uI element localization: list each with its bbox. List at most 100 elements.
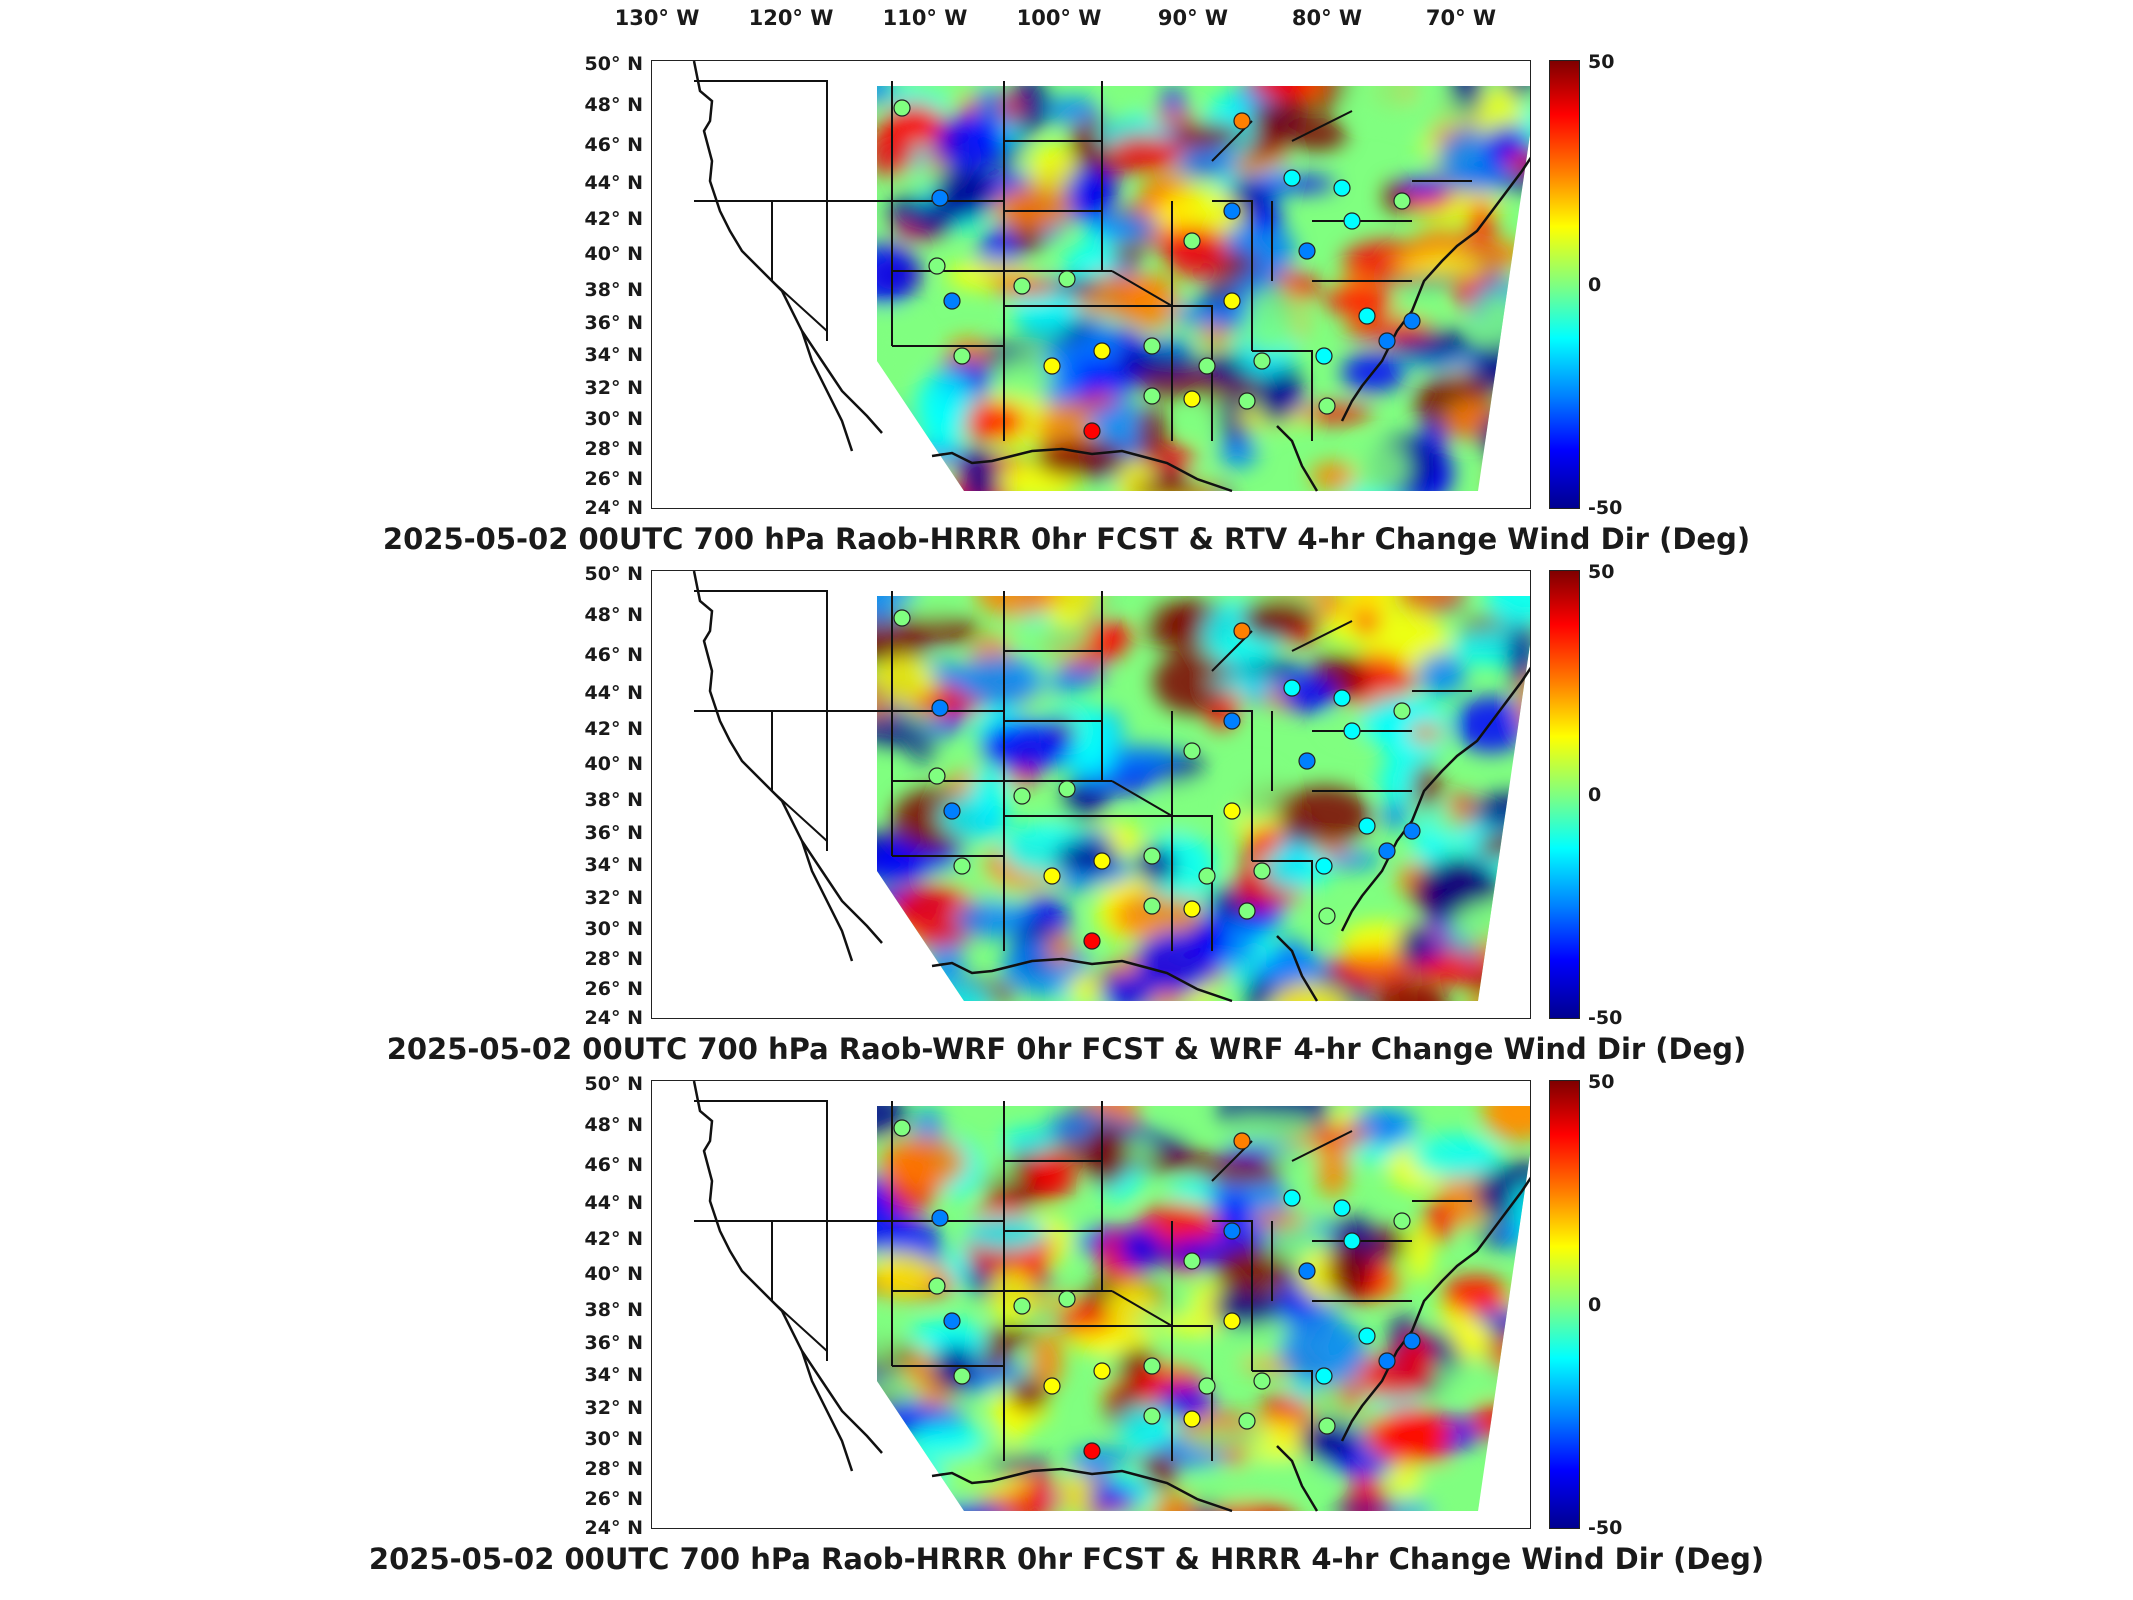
raob-station-marker	[1058, 270, 1076, 288]
raob-station-marker	[1198, 1377, 1216, 1395]
lat-label: 26° N	[584, 978, 643, 1000]
raob-station-marker	[953, 1367, 971, 1385]
raob-station-marker	[1333, 689, 1351, 707]
raob-station-marker	[1283, 169, 1301, 187]
lon-label: 70° W	[1425, 6, 1497, 30]
raob-station-marker	[1298, 242, 1316, 260]
map-area	[651, 60, 1531, 509]
lat-label: 32° N	[584, 1397, 643, 1419]
raob-station-marker	[1403, 822, 1421, 840]
wind-direction-change-map	[692, 1081, 1530, 1513]
raob-station-marker	[1283, 679, 1301, 697]
state-borders	[694, 590, 1472, 951]
raob-station-marker	[1333, 1199, 1351, 1217]
raob-station-marker	[1083, 1442, 1101, 1460]
raob-station-marker	[1403, 312, 1421, 330]
raob-station-marker	[1283, 1189, 1301, 1207]
raob-station-marker	[1253, 862, 1271, 880]
colorbar	[1549, 60, 1580, 509]
raob-station-marker	[1143, 337, 1161, 355]
lat-label: 48° N	[584, 604, 643, 626]
lat-label: 28° N	[584, 948, 643, 970]
lat-label: 36° N	[584, 1332, 643, 1354]
raob-station-marker	[1223, 712, 1241, 730]
lat-label: 34° N	[584, 344, 643, 366]
lat-label: 50° N	[584, 563, 643, 585]
raob-station-marker	[1093, 852, 1111, 870]
lat-label: 30° N	[584, 1428, 643, 1450]
lon-label: 130° W	[614, 6, 700, 30]
lat-label: 36° N	[584, 822, 643, 844]
raob-station-marker	[1315, 1367, 1333, 1385]
raob-station-marker	[1043, 1377, 1061, 1395]
colorbar-min-label: -50	[1588, 1517, 1623, 1539]
colorbar	[1549, 1080, 1580, 1529]
lat-label: 34° N	[584, 1364, 643, 1386]
lat-label: 44° N	[584, 1192, 643, 1214]
raob-station-marker	[1183, 232, 1201, 250]
colorbar-max-label: 50	[1588, 51, 1615, 73]
colorbar-min-label: -50	[1588, 497, 1623, 519]
lat-label: 50° N	[584, 53, 643, 75]
raob-station-marker	[1378, 1352, 1396, 1370]
raob-station-marker	[1393, 192, 1411, 210]
lat-label: 24° N	[584, 497, 643, 519]
raob-station-marker	[1093, 342, 1111, 360]
raob-station-marker	[1223, 202, 1241, 220]
state-borders	[694, 80, 1472, 441]
raob-station-marker	[1358, 817, 1376, 835]
lat-label: 48° N	[584, 94, 643, 116]
raob-station-marker	[1043, 357, 1061, 375]
lat-label: 26° N	[584, 468, 643, 490]
map-area	[651, 570, 1531, 1019]
raob-station-marker	[1393, 702, 1411, 720]
lon-label: 80° W	[1291, 6, 1363, 30]
field-layer	[877, 86, 1530, 491]
raob-station-marker	[1143, 897, 1161, 915]
colorbar-mid-label: 0	[1588, 784, 1602, 806]
coastline	[692, 571, 1530, 1003]
raob-station-marker	[893, 609, 911, 627]
raob-station-marker	[1403, 1332, 1421, 1350]
coastline	[692, 1081, 1530, 1513]
raob-station-marker	[1143, 847, 1161, 865]
lat-label: 38° N	[584, 1299, 643, 1321]
raob-station-marker	[943, 1312, 961, 1330]
raob-station-marker	[1143, 387, 1161, 405]
raob-station-marker	[928, 767, 946, 785]
lat-label: 42° N	[584, 1228, 643, 1250]
lat-label: 30° N	[584, 918, 643, 940]
lat-label: 24° N	[584, 1007, 643, 1029]
raob-station-marker	[893, 99, 911, 117]
raob-station-marker	[1238, 392, 1256, 410]
raob-station-marker	[1343, 212, 1361, 230]
wind-direction-change-map	[692, 61, 1530, 493]
raob-station-marker	[1013, 1297, 1031, 1315]
colorbar-mid-label: 0	[1588, 1294, 1602, 1316]
raob-station-marker	[1238, 1412, 1256, 1430]
raob-station-marker	[1183, 742, 1201, 760]
raob-station-marker	[1378, 842, 1396, 860]
raob-station-marker	[1013, 277, 1031, 295]
raob-station-marker	[1143, 1407, 1161, 1425]
raob-station-marker	[1233, 622, 1251, 640]
raob-station-marker	[1143, 1357, 1161, 1375]
raob-station-marker	[1223, 1312, 1241, 1330]
raob-station-marker	[1315, 857, 1333, 875]
lon-label: 100° W	[1016, 6, 1102, 30]
raob-station-marker	[1233, 1132, 1251, 1150]
lat-label: 40° N	[584, 1263, 643, 1285]
lat-label: 40° N	[584, 243, 643, 265]
raob-station-marker	[1318, 907, 1336, 925]
raob-station-marker	[953, 347, 971, 365]
raob-station-marker	[1358, 1327, 1376, 1345]
raob-station-marker	[1183, 900, 1201, 918]
raob-station-marker	[1093, 1362, 1111, 1380]
lat-label: 42° N	[584, 208, 643, 230]
panel-title: 2025-05-02 00UTC 700 hPa Raob-HRRR 0hr F…	[382, 522, 1751, 556]
raob-station-marker	[1223, 1222, 1241, 1240]
raob-station-marker	[1183, 390, 1201, 408]
raob-station-marker	[1343, 722, 1361, 740]
lat-label: 24° N	[584, 1517, 643, 1539]
raob-station-marker	[1013, 787, 1031, 805]
